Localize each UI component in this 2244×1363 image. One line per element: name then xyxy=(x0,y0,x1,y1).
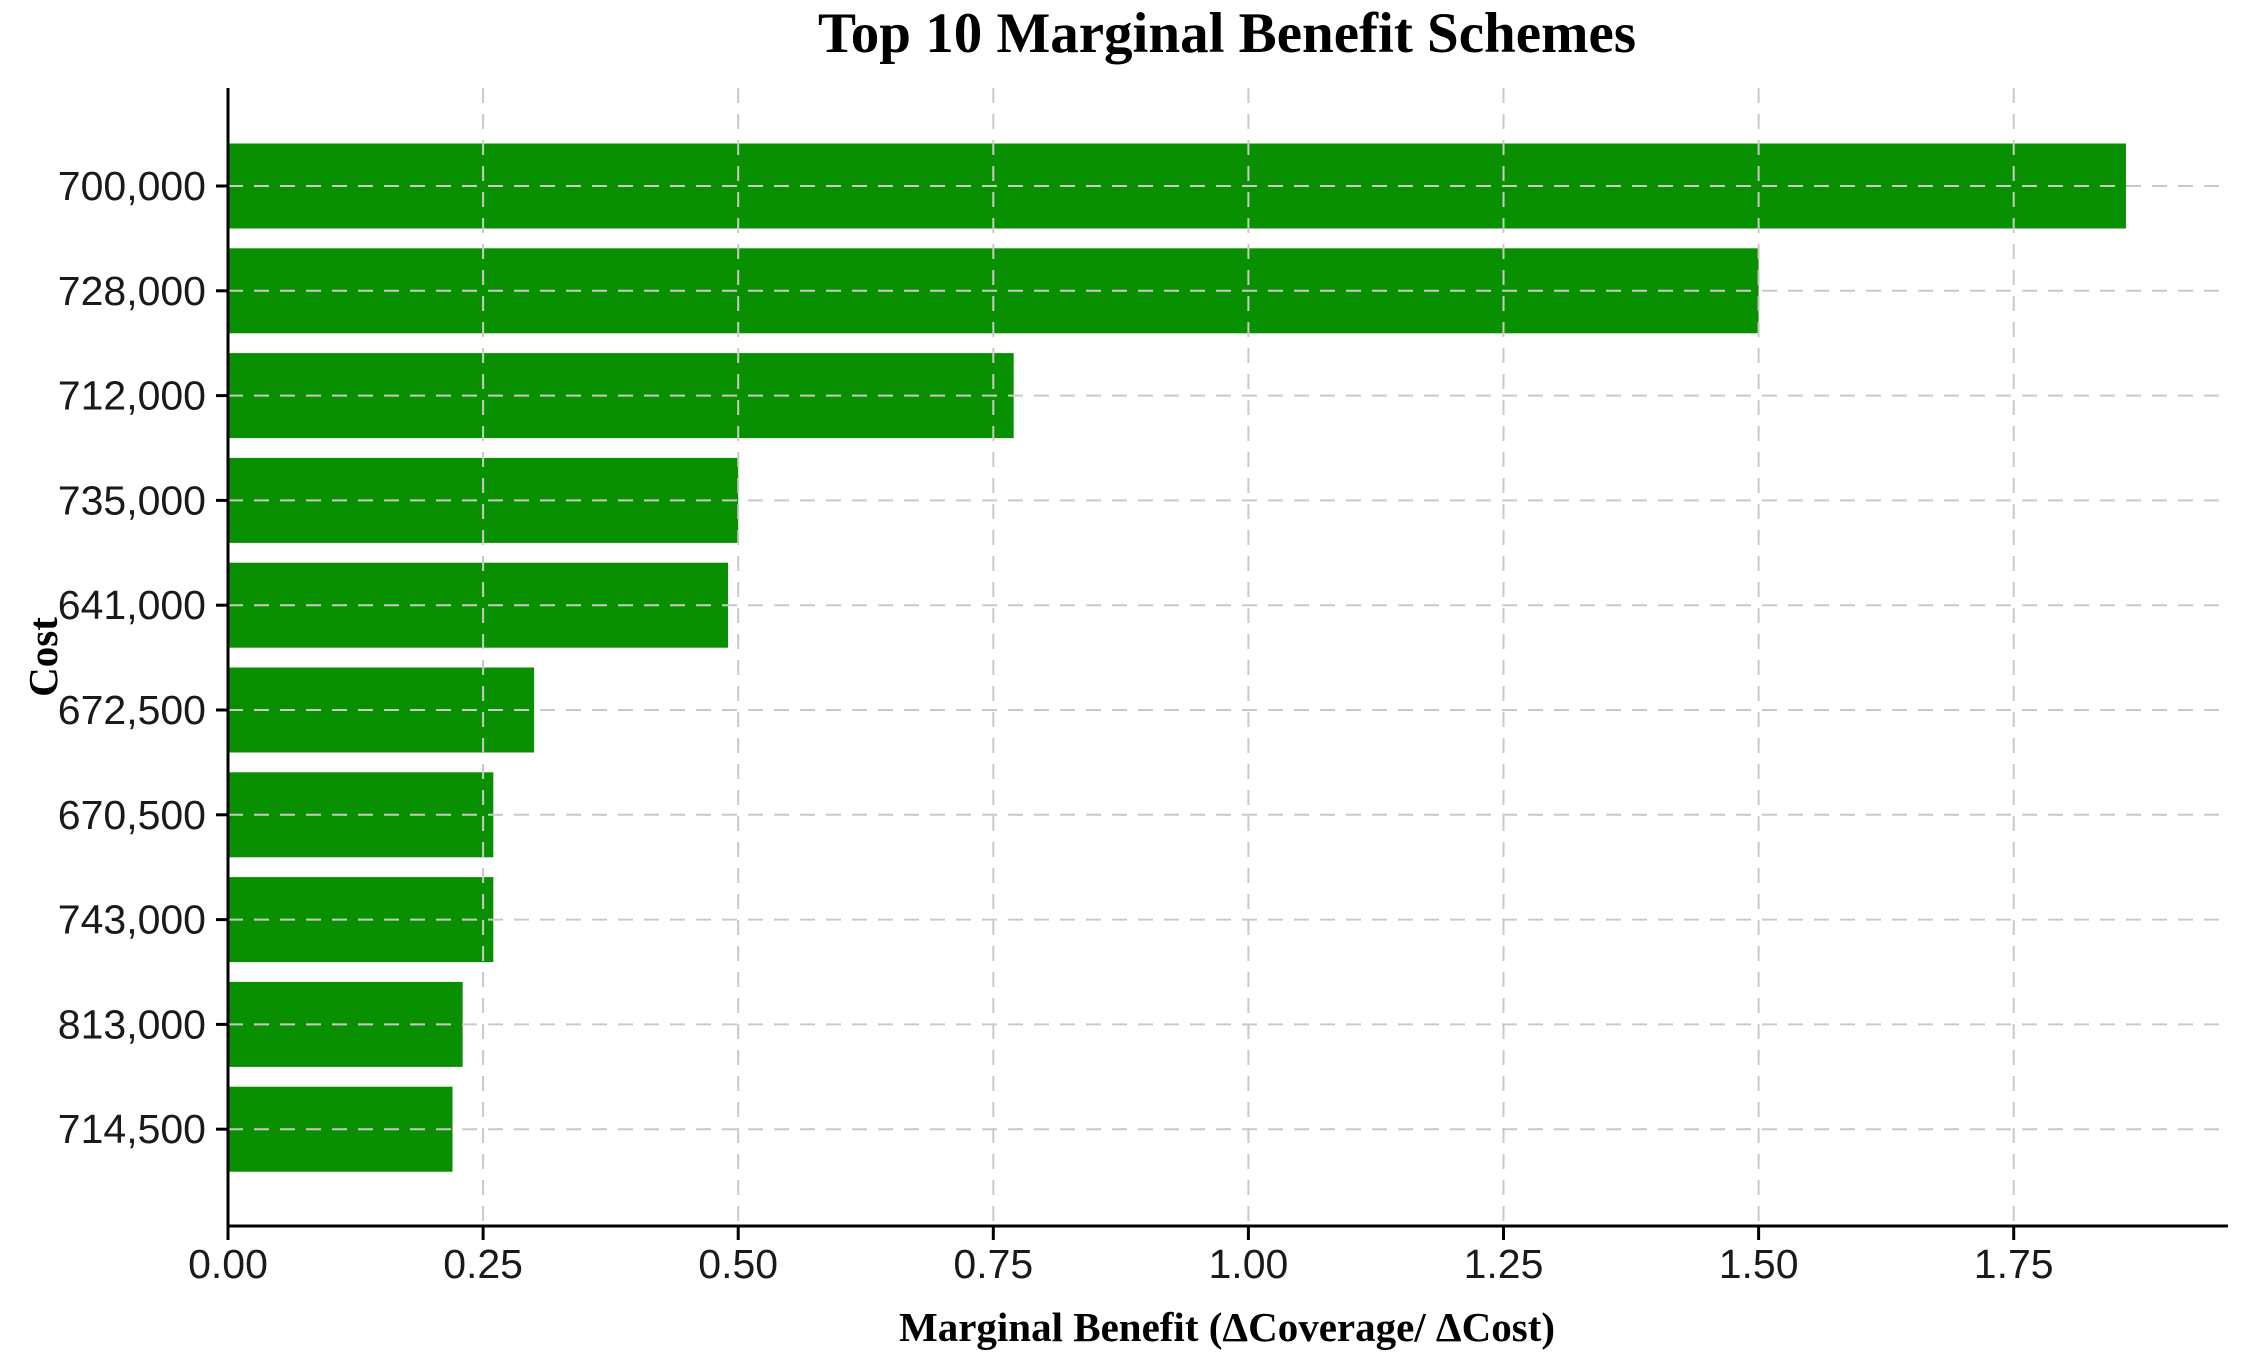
y-tick-label: 743,000 xyxy=(58,897,206,943)
y-tick-label: 813,000 xyxy=(58,1001,206,1047)
x-tick-label: 0.25 xyxy=(443,1241,523,1287)
y-tick-label: 672,500 xyxy=(58,687,206,733)
x-tick-label: 1.25 xyxy=(1464,1241,1544,1287)
x-axis-label: Marginal Benefit (ΔCoverage/ ΔCost) xyxy=(899,1304,1555,1350)
y-tick-label: 714,500 xyxy=(58,1106,206,1152)
y-tick-label: 735,000 xyxy=(58,477,206,523)
y-axis-label: Cost xyxy=(20,617,66,697)
x-tick-label: 0.00 xyxy=(188,1241,268,1287)
x-tick-label: 0.75 xyxy=(953,1241,1033,1287)
x-tick-label: 0.50 xyxy=(698,1241,778,1287)
y-tick-label: 700,000 xyxy=(58,163,206,209)
y-tick-label: 728,000 xyxy=(58,268,206,314)
x-tick-label: 1.50 xyxy=(1719,1241,1799,1287)
y-tick-label: 712,000 xyxy=(58,373,206,419)
x-tick-label: 1.00 xyxy=(1209,1241,1289,1287)
y-tick-label: 641,000 xyxy=(58,582,206,628)
chart-title: Top 10 Marginal Benefit Schemes xyxy=(818,2,1636,65)
y-tick-label: 670,500 xyxy=(58,792,206,838)
x-tick-label: 1.75 xyxy=(1974,1241,2054,1287)
